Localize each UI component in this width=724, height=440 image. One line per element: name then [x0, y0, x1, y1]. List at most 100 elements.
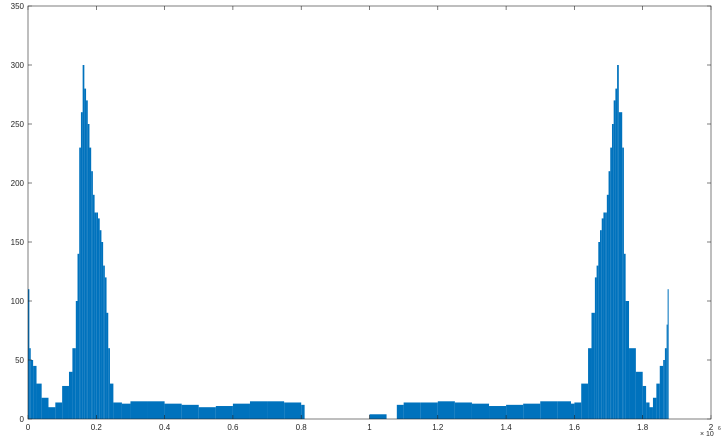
spectrum-bar	[48, 407, 56, 419]
x-tick-label: 1.6	[569, 423, 581, 432]
spectrum-bar	[106, 312, 109, 419]
x-tick-label: 1	[367, 423, 372, 432]
x-tick-label: 0.8	[296, 423, 308, 432]
x-tick-label: 0.2	[91, 423, 103, 432]
spectrum-bar	[80, 112, 83, 419]
x-tick-label: 0	[26, 423, 31, 432]
spectrum-bar	[613, 100, 616, 420]
spectrum-bar	[574, 402, 582, 419]
spectrum-bar	[91, 171, 93, 419]
y-tick-label: 100	[11, 297, 25, 306]
spectrum-bar	[284, 402, 302, 419]
spectrum-bar	[454, 402, 472, 419]
spectrum-bar	[629, 348, 636, 419]
spectrum-bar	[215, 406, 233, 419]
x-exponent-power: 6	[718, 426, 721, 432]
spectrum-bar	[420, 402, 438, 419]
spectrum-bar	[121, 403, 131, 419]
spectrum-bar	[610, 147, 612, 419]
spectrum-bar	[523, 403, 541, 419]
y-tick-label: 150	[11, 238, 25, 247]
spectrum-bar	[55, 402, 63, 419]
x-exponent-label: × 10	[700, 431, 714, 438]
spectrum-bar	[86, 100, 88, 420]
x-tick-label: 1.4	[501, 423, 513, 432]
spectrum-bar	[664, 348, 667, 419]
spectrum-bar	[608, 171, 611, 419]
spectrum-bar	[99, 230, 102, 419]
spectrum-bar	[94, 212, 97, 419]
spectrum-bar	[98, 218, 100, 419]
y-tick-label: 250	[11, 120, 25, 129]
x-tick-label: 1.8	[637, 423, 649, 432]
spectrum-bar	[506, 404, 524, 419]
spectrum-bar	[540, 401, 558, 419]
spectrum-bar	[642, 385, 647, 419]
spectrum-bar	[103, 265, 105, 419]
spectrum-bar	[198, 407, 216, 419]
spectrum-bar	[403, 402, 421, 419]
spectrum-bar	[635, 371, 643, 419]
spectrum-bar	[79, 147, 81, 419]
y-tick-label: 200	[11, 179, 25, 188]
x-tick-label: 1.2	[432, 423, 444, 432]
spectrum-bar	[84, 88, 87, 419]
spectrum-bar	[104, 277, 107, 419]
spectrum-bar	[591, 312, 595, 419]
spectrum-bar	[666, 324, 668, 419]
spectrum-bar	[101, 242, 104, 419]
x-tick-label: 0.6	[227, 423, 239, 432]
x-tick-label: 0.4	[159, 423, 171, 432]
y-tick-label: 350	[11, 2, 25, 11]
spectrum-bar	[617, 65, 619, 419]
spectrum-bar	[646, 402, 650, 419]
spectrum-bar	[489, 406, 507, 419]
x-tick-label: 2	[709, 423, 714, 432]
spectrum-bar	[249, 401, 268, 419]
spectrum-bar	[649, 407, 653, 419]
spectrum-bar	[623, 253, 626, 419]
spectrum-bar	[596, 265, 599, 419]
spectrum-bar	[164, 403, 182, 419]
y-tick-label: 300	[11, 61, 25, 70]
spectrum-bar	[652, 397, 657, 419]
spectrum-bar	[615, 88, 618, 419]
spectrum-bar	[606, 194, 609, 419]
spectrum-bar	[625, 301, 630, 419]
spectrum-bar	[301, 404, 305, 419]
spectrum-bar	[605, 212, 607, 419]
y-axis-ticks: 0 50 100 150 200 250 300 350	[11, 2, 711, 424]
spectrum-bar	[29, 348, 31, 419]
spectrum-bar	[89, 147, 92, 419]
spectrum-bar	[603, 212, 606, 419]
spectrum-bar	[601, 218, 604, 419]
spectrum-bar	[369, 414, 387, 419]
spectrum-bar	[28, 289, 30, 419]
spectrum-bar	[92, 194, 95, 419]
spectrum-bar	[570, 403, 575, 419]
spectrum-bar	[471, 403, 490, 419]
spectrum-bar	[622, 147, 624, 419]
spectrum-bar	[109, 383, 114, 419]
spectrum-bar	[618, 112, 623, 419]
spectrum-bar	[72, 348, 76, 419]
spectrum-bar	[130, 401, 148, 419]
spectrum-bar	[437, 401, 455, 419]
spectrum-bar	[588, 348, 592, 419]
spectrum-bar	[581, 383, 589, 419]
spectrum-bar	[594, 277, 597, 419]
spectrum-bars	[28, 65, 669, 420]
spectrum-bar	[267, 401, 285, 419]
spectrum-bar	[62, 385, 69, 419]
spectrum-bar	[181, 404, 199, 419]
spectrum-bar	[87, 124, 90, 419]
spectrum-bar	[598, 242, 601, 419]
spectrum-bar	[75, 301, 78, 419]
spectrum-bar	[77, 253, 80, 419]
spectrum-bar	[68, 371, 73, 419]
spectrum-bar	[659, 365, 664, 419]
spectrum-bar	[113, 402, 122, 419]
spectrum-bar	[33, 365, 37, 419]
y-tick-label: 0	[20, 415, 25, 424]
